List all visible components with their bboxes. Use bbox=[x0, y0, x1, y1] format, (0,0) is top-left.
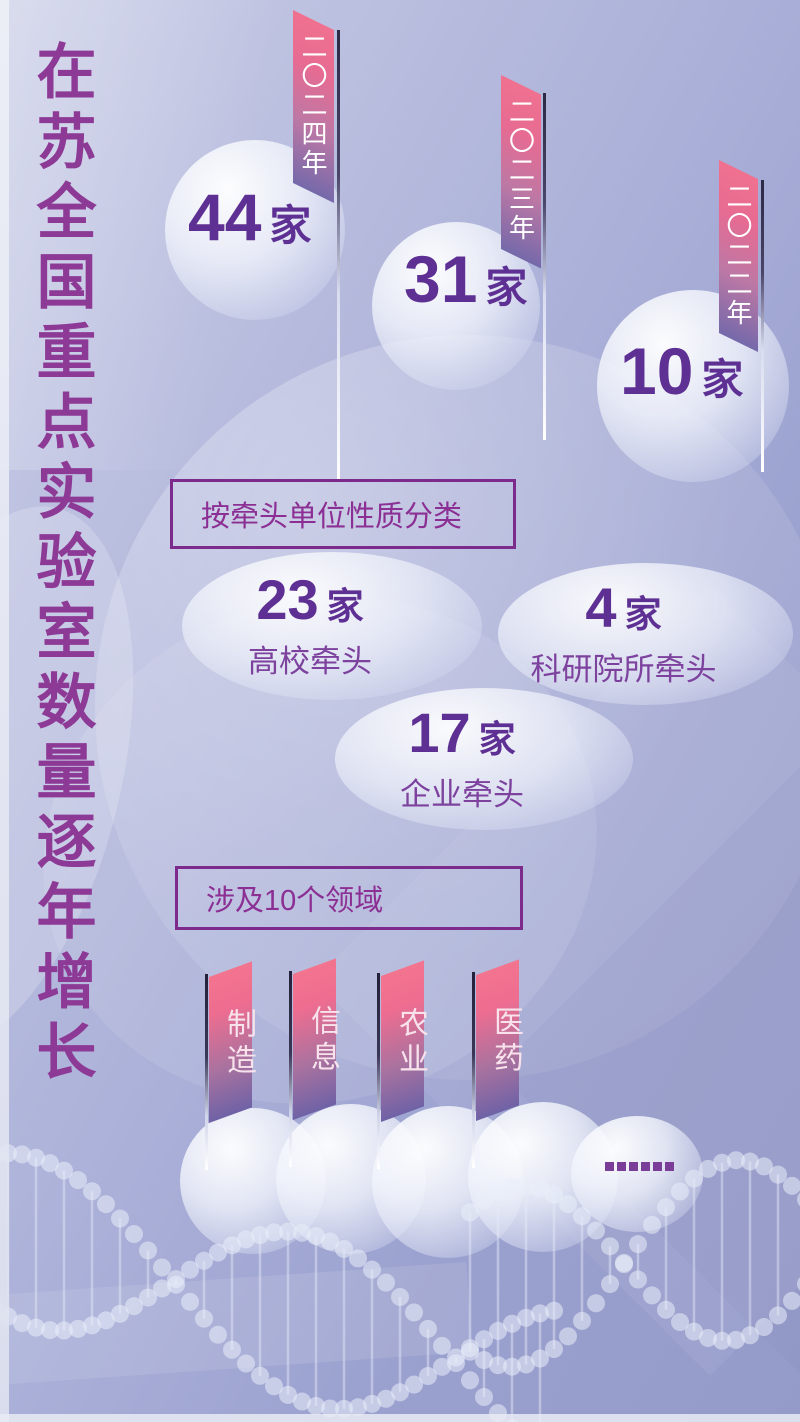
category-bubble-enterprises: 17 家 企业牵头 bbox=[335, 688, 633, 830]
flag-pole-manufacturing bbox=[205, 974, 208, 1170]
count-unit-2022: 家 bbox=[701, 356, 744, 403]
university-label: 高校牵头 bbox=[248, 643, 372, 679]
flag-pole-information bbox=[289, 971, 292, 1167]
enterprise-count: 17 家 bbox=[400, 700, 524, 764]
poster-title: 在苏全国重点实验室数量逐年增长 bbox=[28, 40, 95, 1090]
institute-count-unit: 家 bbox=[624, 593, 662, 635]
field-label-information: 信息 bbox=[306, 1005, 339, 1077]
count-value-2022: 10 bbox=[620, 334, 694, 408]
year-label-2024: 二〇二四年 bbox=[298, 32, 328, 178]
enterprise-count-unit: 家 bbox=[478, 718, 516, 760]
year-label-2022: 二〇二二年 bbox=[723, 182, 753, 328]
classification-box-label: 按牵头单位性质分类 bbox=[201, 501, 463, 533]
field-bubble-more bbox=[571, 1116, 703, 1232]
category-bubble-universities: 23 家 高校牵头 bbox=[182, 552, 482, 700]
left-edge-strip bbox=[0, 0, 9, 1422]
flag-pole-medicine bbox=[472, 972, 475, 1168]
lab-count-2024: 44 家 bbox=[188, 184, 311, 250]
institute-label: 科研院所牵头 bbox=[530, 651, 717, 687]
count-value-2024: 44 bbox=[188, 180, 262, 254]
flag-pole-agriculture bbox=[377, 973, 380, 1169]
ribbon-pole-2023 bbox=[543, 93, 546, 440]
university-count-unit: 家 bbox=[326, 585, 364, 627]
category-bubble-institutes: 4 家 科研院所牵头 bbox=[498, 563, 793, 705]
count-unit-2023: 家 bbox=[485, 264, 528, 311]
dna-helix-graphic bbox=[0, 1144, 800, 1422]
more-dots bbox=[605, 1162, 674, 1171]
year-label-2023: 二〇二三年 bbox=[505, 97, 536, 243]
enterprise-count-value: 17 bbox=[408, 700, 471, 764]
ribbon-pole-2024 bbox=[337, 30, 340, 482]
university-count: 23 家 bbox=[248, 567, 372, 631]
bottom-edge-strip bbox=[0, 1414, 800, 1422]
fields-box: 涉及10个领域 bbox=[175, 866, 523, 930]
ribbon-pole-2022 bbox=[761, 180, 764, 472]
institute-count-value: 4 bbox=[585, 575, 617, 639]
institute-count: 4 家 bbox=[531, 575, 717, 639]
lab-count-2023: 31 家 bbox=[404, 246, 527, 312]
lab-count-2022: 10 家 bbox=[620, 338, 743, 404]
field-label-manufacturing: 制造 bbox=[222, 1008, 255, 1080]
enterprise-label: 企业牵头 bbox=[400, 776, 524, 812]
count-unit-2024: 家 bbox=[269, 202, 312, 249]
field-label-agriculture: 农业 bbox=[394, 1007, 427, 1079]
count-value-2023: 31 bbox=[404, 242, 478, 316]
university-count-value: 23 bbox=[256, 567, 319, 631]
classification-box: 按牵头单位性质分类 bbox=[170, 479, 516, 549]
fields-box-label: 涉及10个领域 bbox=[206, 885, 384, 917]
field-label-medicine: 医药 bbox=[489, 1006, 522, 1078]
